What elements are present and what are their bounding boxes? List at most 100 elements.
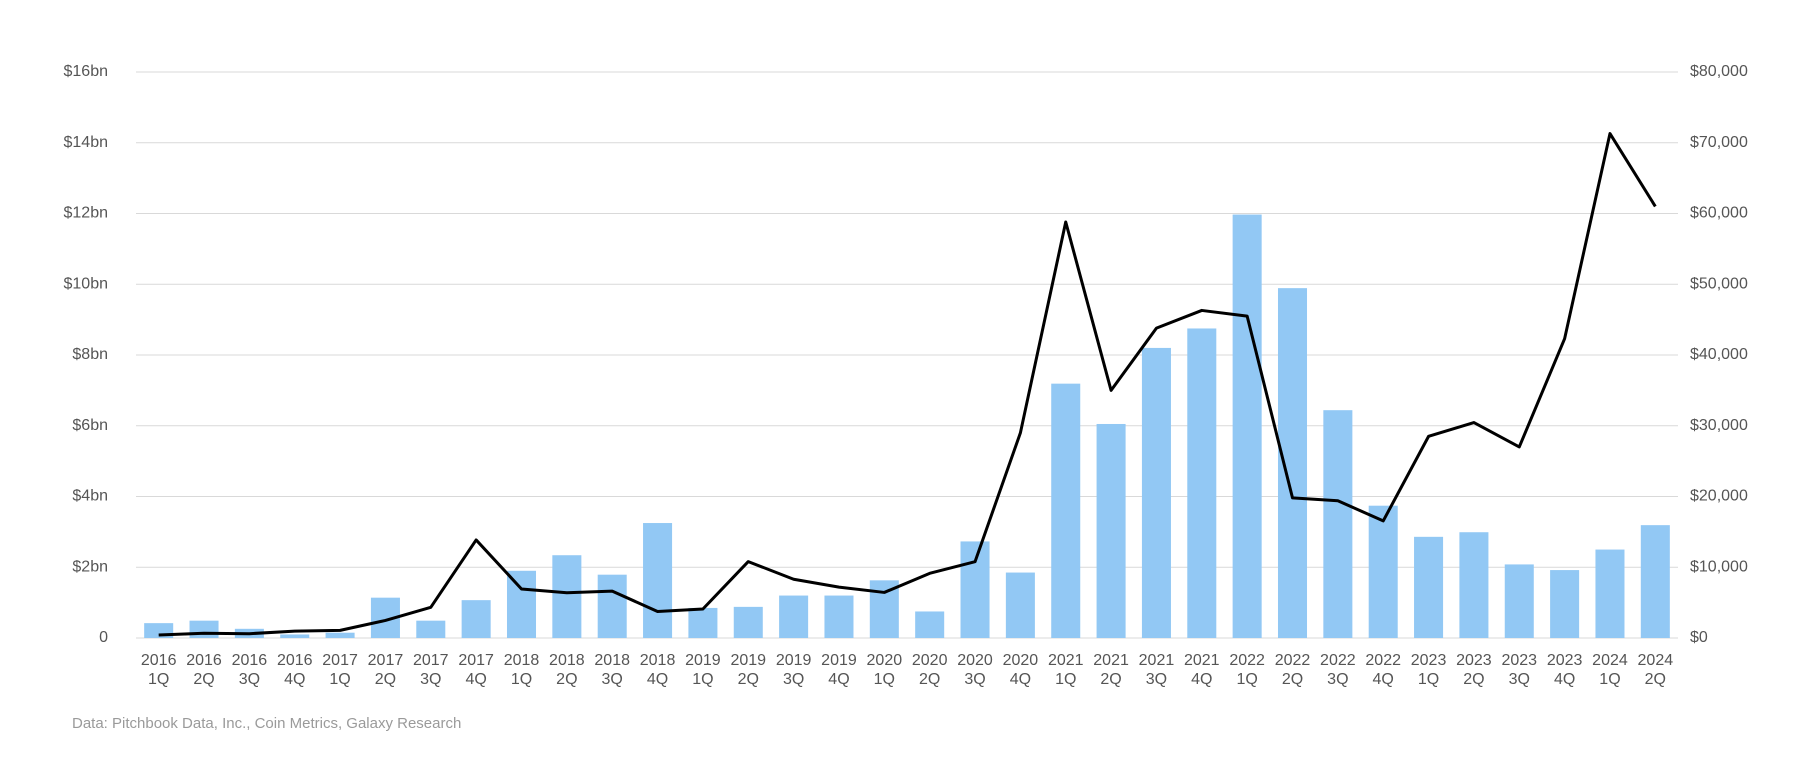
- x-tick-label: 2Q: [1645, 671, 1666, 688]
- x-tick-label: 2016: [232, 652, 268, 669]
- bar: [915, 611, 945, 638]
- y-tick-label: 0: [99, 629, 108, 646]
- y2-tick-label: $70,000: [1690, 134, 1748, 151]
- x-tick-label: 3Q: [602, 671, 623, 688]
- x-tick-label: 1Q: [874, 671, 895, 688]
- y-tick-label: $2bn: [72, 558, 108, 575]
- x-tick-label: 2018: [549, 652, 585, 669]
- x-tick-label: 2019: [821, 652, 857, 669]
- y-tick-label: $8bn: [72, 346, 108, 363]
- x-tick-label: 2019: [730, 652, 766, 669]
- x-tick-label: 2021: [1139, 652, 1175, 669]
- x-tick-label: 3Q: [1327, 671, 1348, 688]
- y2-tick-label: $30,000: [1690, 417, 1748, 434]
- x-tick-label: 1Q: [329, 671, 350, 688]
- x-tick-label: 2022: [1229, 652, 1265, 669]
- x-tick-label: 2017: [368, 652, 404, 669]
- x-tick-label: 2022: [1365, 652, 1401, 669]
- bar: [1368, 505, 1398, 638]
- bar: [1459, 532, 1489, 638]
- x-tick-label: 2019: [685, 652, 721, 669]
- y2-tick-label: $50,000: [1690, 275, 1748, 292]
- x-tick-label: 2023: [1501, 652, 1537, 669]
- x-tick-label: 2019: [776, 652, 812, 669]
- x-tick-label: 2022: [1275, 652, 1311, 669]
- x-tick-label: 2Q: [919, 671, 940, 688]
- price-line: [158, 132, 1657, 637]
- x-tick-label: 2016: [186, 652, 222, 669]
- bar: [461, 600, 491, 638]
- x-tick-label: 2024: [1592, 652, 1628, 669]
- bar: [597, 574, 627, 638]
- bar: [416, 620, 446, 638]
- x-tick-label: 2017: [322, 652, 358, 669]
- x-tick-label: 4Q: [828, 671, 849, 688]
- y2-tick-label: $0: [1690, 629, 1708, 646]
- x-tick-label: 2021: [1184, 652, 1220, 669]
- y2-tick-label: $10,000: [1690, 558, 1748, 575]
- bar: [552, 555, 582, 638]
- x-tick-label: 1Q: [1418, 671, 1439, 688]
- y-tick-label: $6bn: [72, 417, 108, 434]
- x-tick-label: 2018: [640, 652, 676, 669]
- x-tick-label: 1Q: [692, 671, 713, 688]
- x-tick-label: 2022: [1320, 652, 1356, 669]
- x-tick-label: 2017: [458, 652, 494, 669]
- x-tick-label: 2Q: [1463, 671, 1484, 688]
- x-tick-label: 2023: [1411, 652, 1447, 669]
- bar: [1141, 347, 1171, 638]
- y-tick-label: $10bn: [64, 275, 109, 292]
- bar: [779, 595, 809, 638]
- x-tick-label: 1Q: [511, 671, 532, 688]
- x-tick-label: 4Q: [1554, 671, 1575, 688]
- x-tick-label: 3Q: [1146, 671, 1167, 688]
- x-tick-label: 4Q: [647, 671, 668, 688]
- x-tick-label: 2Q: [556, 671, 577, 688]
- bar: [280, 634, 310, 638]
- bar: [1005, 572, 1035, 638]
- source-note: Data: Pitchbook Data, Inc., Coin Metrics…: [72, 715, 461, 732]
- x-tick-label: 4Q: [284, 671, 305, 688]
- x-tick-label: 2Q: [738, 671, 759, 688]
- x-tick-label: 2Q: [375, 671, 396, 688]
- bar: [1414, 536, 1444, 638]
- bar: [1096, 423, 1126, 638]
- bar: [325, 632, 355, 638]
- bar: [506, 570, 537, 638]
- y-tick-label: $12bn: [64, 205, 109, 222]
- bar: [824, 595, 854, 638]
- y-tick-label: $4bn: [72, 488, 108, 505]
- x-tick-label: 2024: [1638, 652, 1674, 669]
- x-tick-label: 2020: [957, 652, 993, 669]
- x-tick-label: 2Q: [1100, 671, 1121, 688]
- x-tick-label: 2017: [413, 652, 449, 669]
- x-tick-label: 2016: [141, 652, 177, 669]
- bar: [1504, 564, 1534, 638]
- bar: [688, 607, 718, 638]
- bar: [643, 523, 673, 638]
- x-tick-label: 2023: [1547, 652, 1583, 669]
- x-tick-label: 2Q: [193, 671, 214, 688]
- x-tick-label: 2Q: [1282, 671, 1303, 688]
- x-tick-label: 2018: [504, 652, 540, 669]
- bar: [1550, 570, 1580, 638]
- x-tick-label: 4Q: [1373, 671, 1394, 688]
- x-tick-label: 1Q: [1055, 671, 1076, 688]
- x-tick-label: 2018: [594, 652, 630, 669]
- x-tick-label: 3Q: [1509, 671, 1530, 688]
- y-tick-label: $16bn: [64, 63, 109, 80]
- x-tick-label: 2016: [277, 652, 313, 669]
- x-tick-label: 3Q: [420, 671, 441, 688]
- y2-tick-label: $80,000: [1690, 63, 1748, 80]
- x-tick-label: 2023: [1456, 652, 1492, 669]
- y-tick-label: $14bn: [64, 134, 109, 151]
- bar: [1640, 525, 1670, 638]
- x-tick-label: 4Q: [1191, 671, 1212, 688]
- x-tick-label: 2020: [912, 652, 948, 669]
- x-tick-label: 1Q: [148, 671, 169, 688]
- bar: [1232, 214, 1262, 638]
- bar: [1187, 328, 1217, 638]
- bar: [1051, 383, 1081, 638]
- y2-tick-label: $20,000: [1690, 488, 1748, 505]
